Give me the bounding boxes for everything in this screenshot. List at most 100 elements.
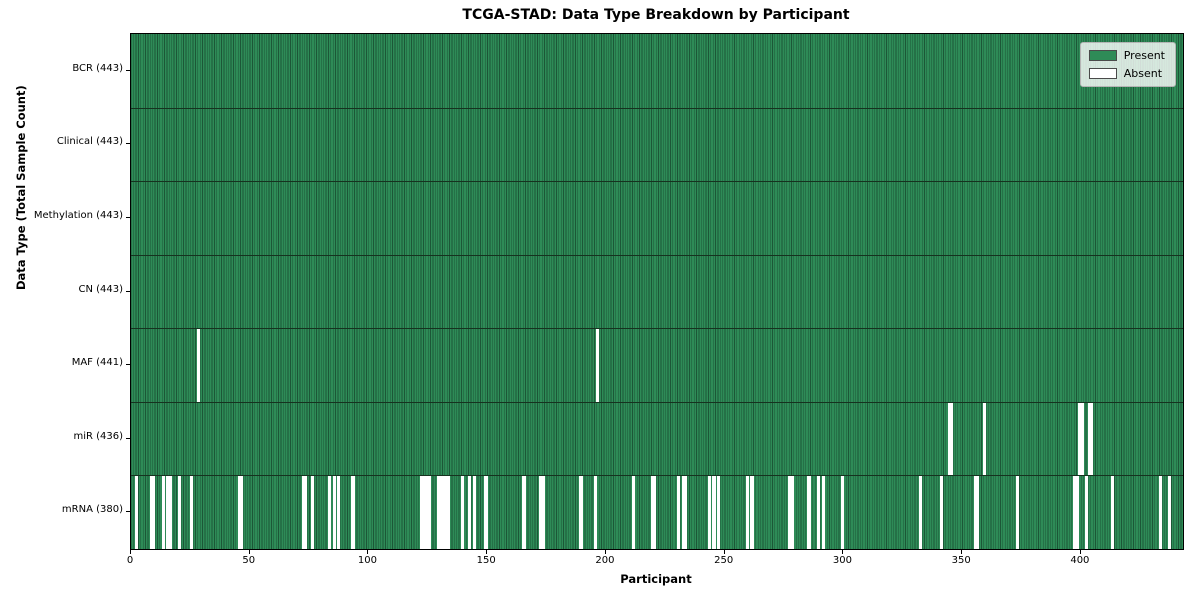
x-tick-label: 150	[476, 555, 496, 566]
absent-stripe	[351, 476, 355, 549]
absent-stripe	[439, 476, 443, 549]
legend-item-absent: Absent	[1088, 67, 1165, 80]
absent-stripe	[681, 476, 685, 549]
absent-stripe	[973, 476, 977, 549]
y-tick-label: MAF (441)	[71, 357, 123, 369]
heatmap-row	[131, 401, 1183, 476]
absent-stripe	[596, 329, 600, 402]
absent-stripe	[539, 476, 543, 549]
x-axis-tick	[486, 549, 488, 554]
legend-label-present: Present	[1123, 49, 1165, 62]
heatmap-row	[131, 475, 1183, 549]
x-tick-label: 100	[357, 555, 378, 566]
absent-stripe	[168, 476, 172, 549]
absent-stripe	[816, 476, 820, 549]
x-axis-label: Participant	[620, 572, 692, 586]
absent-stripe	[152, 476, 156, 549]
y-tick-label: miR (436)	[73, 430, 123, 442]
y-axis-tick	[125, 437, 130, 439]
x-axis-tick	[1079, 549, 1081, 554]
absent-stripe	[1090, 402, 1094, 476]
absent-stripe	[676, 476, 680, 549]
x-axis-tick	[367, 549, 369, 554]
absent-stripe	[1080, 402, 1084, 476]
absent-stripe	[484, 476, 488, 549]
absent-stripe	[467, 476, 471, 549]
absent-stripe	[1085, 476, 1089, 549]
heatmap-row	[131, 107, 1183, 182]
absent-stripe	[427, 476, 431, 549]
x-tick-label: 250	[714, 555, 734, 566]
x-tick-label: 50	[242, 555, 256, 566]
absent-stripe	[332, 476, 336, 549]
absent-swatch-icon	[1088, 68, 1117, 79]
absent-stripe	[166, 476, 170, 549]
y-axis-tick	[125, 69, 130, 71]
absent-stripe	[1073, 476, 1077, 549]
absent-stripe	[237, 476, 241, 549]
absent-stripe	[1087, 402, 1091, 476]
x-tick-label: 400	[1070, 555, 1090, 566]
y-tick-label: Clinical (443)	[56, 136, 123, 148]
absent-stripe	[788, 476, 792, 549]
absent-stripe	[717, 476, 721, 549]
absent-stripe	[541, 476, 545, 549]
absent-stripe	[446, 476, 450, 549]
absent-stripe	[1016, 476, 1020, 549]
heatmap-row	[131, 328, 1183, 402]
absent-stripe	[807, 476, 811, 549]
absent-stripe	[653, 476, 657, 549]
y-axis-tick	[125, 511, 130, 513]
x-tick-label: 200	[595, 555, 615, 566]
absent-stripe	[239, 476, 243, 549]
absent-stripe	[1158, 476, 1162, 549]
absent-stripe	[135, 476, 139, 549]
x-axis-tick	[604, 549, 606, 554]
absent-stripe	[1111, 476, 1115, 549]
x-axis-tick	[842, 549, 844, 554]
heatmap-row	[131, 34, 1183, 108]
absent-stripe	[420, 476, 424, 549]
absent-stripe	[790, 476, 794, 549]
absent-stripe	[579, 476, 583, 549]
absent-stripe	[472, 476, 476, 549]
absent-stripe	[444, 476, 448, 549]
absent-stripe	[919, 476, 923, 549]
y-tick-label: BCR (443)	[72, 62, 123, 74]
absent-stripe	[821, 476, 825, 549]
y-axis-tick	[125, 364, 130, 366]
y-tick-label: CN (443)	[78, 283, 123, 295]
absent-stripe	[745, 476, 749, 549]
absent-stripe	[337, 476, 341, 549]
absent-stripe	[650, 476, 654, 549]
absent-stripe	[683, 476, 688, 549]
x-axis-tick	[961, 549, 963, 554]
absent-stripe	[712, 476, 716, 549]
plot-area: Present Absent	[130, 33, 1184, 550]
absent-stripe	[949, 402, 953, 476]
chart-title: TCGA-STAD: Data Type Breakdown by Partic…	[462, 7, 850, 23]
x-axis-tick	[130, 549, 131, 554]
x-tick-label: 0	[126, 555, 134, 566]
absent-stripe	[750, 476, 754, 549]
absent-stripe	[178, 476, 182, 549]
legend: Present Absent	[1079, 42, 1176, 87]
heatmap-row	[131, 254, 1183, 329]
absent-stripe	[1078, 402, 1082, 476]
legend-label-absent: Absent	[1123, 67, 1163, 80]
absent-stripe	[707, 476, 711, 549]
heatmap-row	[131, 181, 1183, 255]
x-tick-label: 300	[832, 555, 852, 566]
absent-stripe	[460, 476, 464, 549]
y-tick-label: mRNA (380)	[61, 504, 123, 516]
x-tick-label: 350	[951, 555, 971, 566]
absent-stripe	[840, 476, 844, 549]
x-axis-tick	[248, 549, 250, 554]
absent-stripe	[947, 402, 951, 476]
absent-stripe	[1075, 476, 1079, 549]
absent-stripe	[983, 402, 987, 476]
y-tick-label: Methylation (443)	[33, 209, 123, 221]
y-axis-tick	[125, 290, 130, 292]
absent-stripe	[631, 476, 635, 549]
